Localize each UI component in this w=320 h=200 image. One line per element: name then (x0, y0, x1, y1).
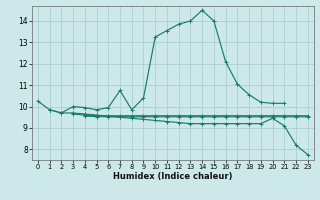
X-axis label: Humidex (Indice chaleur): Humidex (Indice chaleur) (113, 172, 233, 181)
